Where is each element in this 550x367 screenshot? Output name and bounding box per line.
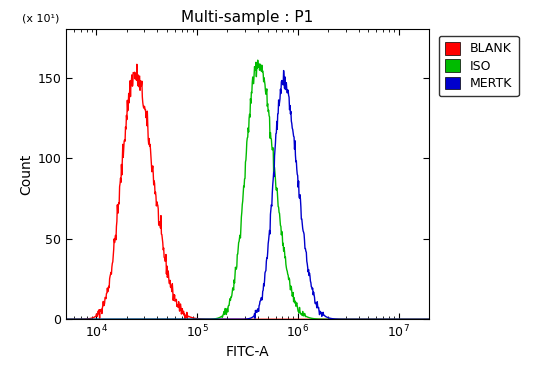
X-axis label: FITC-A: FITC-A [226,345,270,359]
Y-axis label: Count: Count [19,154,33,195]
Legend: BLANK, ISO, MERTK: BLANK, ISO, MERTK [439,36,519,97]
Title: Multi-sample : P1: Multi-sample : P1 [182,10,314,25]
Text: (x 10¹): (x 10¹) [23,14,60,23]
